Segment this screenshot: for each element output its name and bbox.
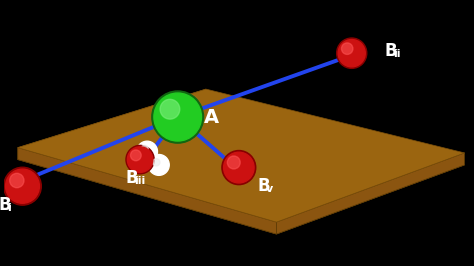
Circle shape (128, 147, 153, 172)
Circle shape (6, 169, 39, 203)
Text: B: B (258, 177, 270, 195)
Text: ii: ii (393, 48, 401, 59)
Text: B: B (126, 169, 138, 187)
Circle shape (337, 38, 367, 68)
Circle shape (137, 141, 157, 162)
Circle shape (160, 99, 180, 119)
Polygon shape (18, 89, 465, 222)
Circle shape (228, 156, 240, 169)
Text: iii: iii (135, 176, 146, 186)
Circle shape (224, 152, 254, 183)
Circle shape (153, 159, 160, 166)
Polygon shape (18, 89, 206, 160)
Circle shape (148, 155, 169, 175)
Text: B: B (0, 196, 11, 214)
Text: v: v (266, 184, 273, 194)
Circle shape (338, 40, 365, 67)
Text: i: i (8, 203, 11, 213)
Circle shape (222, 151, 256, 185)
Circle shape (341, 43, 353, 55)
Polygon shape (18, 148, 276, 234)
Polygon shape (18, 101, 465, 234)
Circle shape (4, 167, 41, 205)
Circle shape (152, 91, 203, 143)
Text: B: B (384, 41, 397, 60)
Circle shape (154, 93, 201, 141)
Circle shape (9, 173, 24, 188)
Text: A: A (203, 107, 219, 127)
Polygon shape (276, 153, 465, 234)
Circle shape (130, 150, 141, 161)
Circle shape (141, 145, 148, 153)
Circle shape (126, 146, 154, 174)
